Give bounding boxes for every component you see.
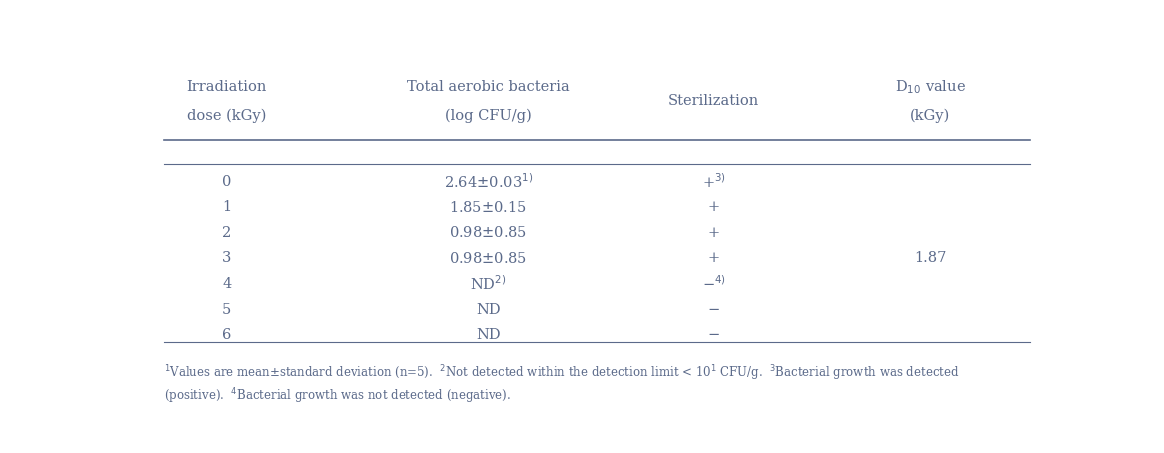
Text: (kGy): (kGy) xyxy=(910,108,951,123)
Text: 2: 2 xyxy=(222,226,232,240)
Text: Sterilization: Sterilization xyxy=(668,94,759,108)
Text: 4: 4 xyxy=(222,277,232,291)
Text: Irradiation: Irradiation xyxy=(186,81,267,95)
Text: 1: 1 xyxy=(222,200,232,214)
Text: 0: 0 xyxy=(222,175,232,189)
Text: ND: ND xyxy=(476,303,501,317)
Text: (log CFU/g): (log CFU/g) xyxy=(445,108,532,123)
Text: 1.85$\pm$0.15: 1.85$\pm$0.15 xyxy=(449,200,527,215)
Text: 2.64$\pm$0.03$^{1)}$: 2.64$\pm$0.03$^{1)}$ xyxy=(443,172,533,191)
Text: 3: 3 xyxy=(222,251,232,265)
Text: $-$$^{4)}$: $-$$^{4)}$ xyxy=(702,277,726,291)
Text: (positive).  $^{4}$Bacterial growth was not detected (negative).: (positive). $^{4}$Bacterial growth was n… xyxy=(163,386,511,406)
Text: +: + xyxy=(708,251,719,265)
Text: +: + xyxy=(708,226,719,240)
Text: Total aerobic bacteria: Total aerobic bacteria xyxy=(407,81,569,95)
Text: $^{1}$Values are mean$\pm$standard deviation (n=5).  $^{2}$Not detected within t: $^{1}$Values are mean$\pm$standard devia… xyxy=(163,363,959,383)
Text: ND$^{2)}$: ND$^{2)}$ xyxy=(470,275,506,294)
Text: 5: 5 xyxy=(222,303,232,317)
Text: −: − xyxy=(708,303,721,317)
Text: dose (kGy): dose (kGy) xyxy=(187,108,267,123)
Text: 1.87: 1.87 xyxy=(914,251,946,265)
Text: +: + xyxy=(708,200,719,214)
Text: −: − xyxy=(708,328,721,342)
Text: 0.98$\pm$0.85: 0.98$\pm$0.85 xyxy=(449,225,527,241)
Text: 0.98$\pm$0.85: 0.98$\pm$0.85 xyxy=(449,251,527,266)
Text: ND: ND xyxy=(476,328,501,342)
Text: 6: 6 xyxy=(222,328,232,342)
Text: +$^{3)}$: +$^{3)}$ xyxy=(702,172,726,191)
Text: D$_{10}$ value: D$_{10}$ value xyxy=(895,79,966,96)
